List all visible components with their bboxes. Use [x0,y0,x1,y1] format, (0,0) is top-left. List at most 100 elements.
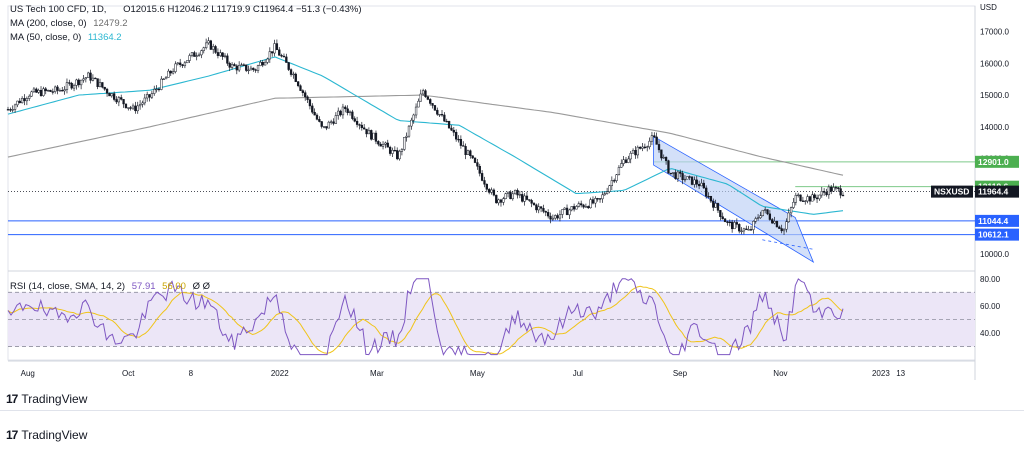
candle-body [419,93,422,102]
candle-body [485,183,488,190]
candle-body [511,193,514,200]
candle-body [296,81,300,87]
candle-body [407,125,411,137]
candle-body [327,121,330,129]
symbol-label-bg [931,185,973,198]
candle-body [638,146,642,149]
candle-body [405,135,408,138]
candle-body [839,188,842,196]
candle-body [702,182,705,189]
candle-body [443,114,446,122]
candle-body [360,124,363,129]
candle-body [355,120,359,125]
candle-body [108,92,111,97]
candle-body [563,207,566,210]
legend-ma200[interactable]: MA (200, close, 0) 12479.2 [10,18,128,29]
candle-body [591,199,595,204]
candle-body [63,89,66,92]
candle-body [759,215,762,219]
candle-body [804,200,807,203]
candle-body [480,173,484,181]
candle-body [624,159,628,163]
candle-body [51,91,54,93]
candle-body [841,194,845,197]
ma50-value: 11364.2 [87,32,122,43]
candle-body [695,179,698,185]
candle-body [499,199,503,203]
candle-body [669,172,672,175]
candle-body [209,40,213,50]
rsi-lines [7,278,844,357]
candle-body [87,72,90,78]
candle-body [761,209,764,216]
candle-body [89,72,92,81]
candle-body [617,167,621,175]
time-tick-label: 8 [189,369,194,378]
rsi-sma-value: 56.00 [162,281,186,292]
candle-body [75,79,78,86]
candle-body [233,64,236,67]
candle-body [141,102,144,105]
candle-body [249,67,253,71]
candle-body [735,222,739,225]
candle-body [506,191,510,194]
candle-body [766,209,769,215]
candle-body [544,211,547,213]
candle-body [459,139,463,146]
candle-body [221,52,224,57]
rsi-value: 57.91 [131,281,156,292]
candle-body [565,207,569,216]
candle-body [466,150,470,155]
candle-body [136,105,139,112]
candle-body [598,198,602,200]
candle-body [837,187,840,189]
candle-body [558,214,562,219]
tradingview-brand-2[interactable]: 17 TradingView [6,428,87,442]
legend-ma50[interactable]: MA (50, close, 0) 11364.2 [10,32,122,43]
candle-body [478,165,481,174]
candle-body [455,132,458,140]
candle-body [381,144,385,147]
candle-body [414,106,418,116]
rsi-tick-label: 40.00 [980,329,1001,338]
candle-body [400,149,404,152]
candle-body [58,90,62,92]
candle-body [712,200,715,208]
candle-body [768,213,772,220]
candle-body [146,94,149,99]
candle-body [127,107,130,109]
price-label-last: 11964.4 [978,187,1009,197]
candle-body [714,203,717,208]
candle-body [787,212,790,222]
time-tick-label: Oct [122,369,135,378]
candle-body [193,52,196,57]
candle-body [820,191,823,196]
candle-body [219,52,222,56]
legend-rsi[interactable]: RSI (14, close, SMA, 14, 2) 57.91 56.00 … [10,281,210,292]
candle-body [521,194,524,202]
price-tick-label: 16000.0 [980,59,1009,68]
candle-body [94,77,97,80]
candle-body [25,98,29,102]
descending-channel[interactable] [653,135,815,264]
ohlc-values: O12015.6 H12046.2 L11719.9 C11964.4 −51.… [123,4,362,15]
candle-body [337,110,340,116]
candle-body [247,69,250,72]
candle-body [834,187,838,189]
candle-body [686,176,689,180]
candle-body [431,103,434,106]
candle-body [339,110,342,116]
brand-text-2: TradingView [21,428,88,442]
candle-body [801,200,805,202]
candle-body [30,91,33,97]
candle-body [282,55,286,58]
candle-body [577,203,580,207]
candle-body [537,206,540,211]
tradingview-brand-1[interactable]: 17 TradingView [6,392,87,406]
candle-body [131,105,135,109]
candle-body [693,179,696,185]
candle-body [620,163,623,168]
candle-body [320,121,323,127]
candle-body [377,141,380,145]
